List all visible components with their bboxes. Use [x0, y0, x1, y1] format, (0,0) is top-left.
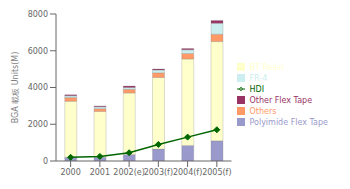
svg-text:2000: 2000	[28, 120, 48, 129]
html-text:Polyimide Flex Tape: Polyimide Flex Tape	[249, 117, 328, 127]
html-text:HDI: HDI	[249, 84, 264, 94]
svg-text:2005(f): 2005(f)	[202, 168, 231, 177]
svg-text:BGA 載板 Units(M): BGA 載板 Units(M)	[11, 52, 20, 124]
html-text:BT Resin: BT Resin	[249, 62, 284, 72]
html-text:Other Flex Tape: Other Flex Tape	[249, 95, 313, 105]
svg-text:0: 0	[43, 157, 48, 166]
svg-text:6000: 6000	[28, 47, 48, 56]
svg-text:4000: 4000	[28, 83, 48, 92]
html-text:FR-4: FR-4	[249, 73, 268, 83]
svg-text:8000: 8000	[28, 10, 48, 19]
svg-text:2004(f): 2004(f)	[173, 168, 202, 177]
html-text:Others: Others	[249, 106, 277, 116]
svg-text:2002(e): 2002(e)	[113, 168, 145, 177]
svg-text:2000: 2000	[60, 168, 80, 177]
svg-text:2003(f): 2003(f)	[144, 168, 173, 177]
svg-text:2001: 2001	[90, 168, 110, 177]
